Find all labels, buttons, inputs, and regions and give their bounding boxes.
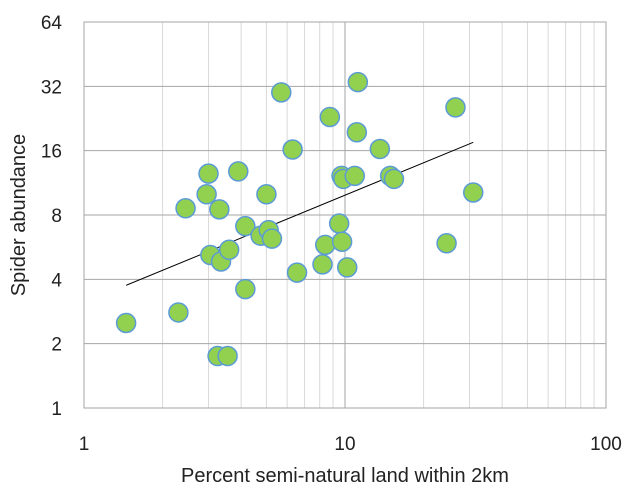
- y-tick-label: 2: [51, 335, 62, 356]
- data-points: [115, 71, 484, 367]
- data-point: [271, 82, 292, 103]
- x-axis-title: Percent semi-natural land within 2km: [181, 465, 509, 487]
- data-point: [217, 345, 238, 367]
- data-point: [115, 312, 137, 334]
- data-point: [235, 215, 256, 237]
- data-point: [261, 228, 283, 249]
- data-point: [328, 213, 350, 234]
- x-tick-labels: 1 10 100: [79, 434, 622, 455]
- data-point: [436, 233, 457, 254]
- trendline-group: [125, 141, 474, 286]
- y-tick-label: 1: [51, 399, 62, 420]
- data-point: [314, 234, 336, 256]
- data-point: [175, 198, 196, 219]
- y-tick-label: 64: [41, 13, 63, 34]
- data-point: [462, 182, 484, 203]
- data-point: [235, 278, 256, 300]
- y-tick-label: 32: [41, 77, 62, 98]
- y-tick-label: 4: [51, 270, 62, 291]
- data-point: [319, 106, 341, 128]
- x-tick-label: 10: [334, 434, 355, 455]
- y-tick-label: 16: [41, 142, 62, 163]
- data-point: [198, 163, 219, 184]
- y-axis-title: Spider abundance: [8, 134, 30, 296]
- data-point: [256, 184, 277, 205]
- plot-area-border: [83, 21, 607, 409]
- data-point: [218, 239, 240, 261]
- data-point: [286, 262, 308, 283]
- data-point: [228, 161, 249, 182]
- data-point: [347, 71, 369, 93]
- data-point: [331, 231, 353, 252]
- data-point: [209, 199, 230, 220]
- data-point: [282, 139, 303, 160]
- data-point: [312, 254, 333, 275]
- data-point: [168, 302, 189, 323]
- data-point: [196, 184, 217, 205]
- x-tick-label: 1: [79, 434, 90, 455]
- data-point: [336, 257, 358, 278]
- y-tick-labels: 1 2 4 8 16 32 64: [41, 13, 63, 420]
- data-point: [383, 168, 405, 190]
- x-tick-label: 100: [590, 434, 622, 455]
- data-point: [344, 165, 366, 187]
- y-tick-label: 8: [51, 206, 62, 227]
- data-point: [346, 122, 368, 143]
- data-point: [445, 97, 466, 118]
- trendline: [125, 141, 474, 286]
- data-point: [369, 138, 391, 160]
